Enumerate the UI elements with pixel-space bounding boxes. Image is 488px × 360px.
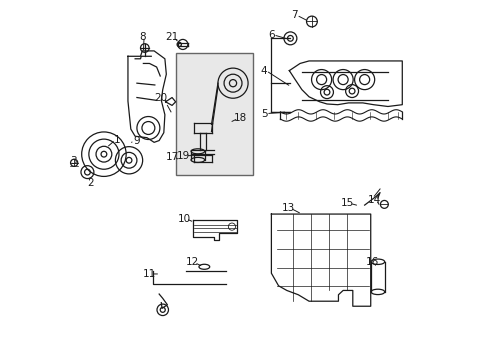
Text: 2: 2 xyxy=(87,178,94,188)
Text: 18: 18 xyxy=(233,113,246,123)
Text: 7: 7 xyxy=(291,10,297,20)
Text: 19: 19 xyxy=(177,150,190,161)
Text: 3: 3 xyxy=(70,156,76,166)
Text: 17: 17 xyxy=(165,152,178,162)
Text: 21: 21 xyxy=(165,32,178,42)
Text: 20: 20 xyxy=(154,93,167,103)
Text: 5: 5 xyxy=(261,109,267,119)
FancyBboxPatch shape xyxy=(176,53,253,175)
Text: 13: 13 xyxy=(281,203,294,213)
Text: 9: 9 xyxy=(133,136,139,145)
Text: 11: 11 xyxy=(142,269,156,279)
Text: 14: 14 xyxy=(367,195,380,205)
Text: 4: 4 xyxy=(261,66,267,76)
Text: 10: 10 xyxy=(177,214,190,224)
Text: 1: 1 xyxy=(114,135,120,145)
Text: 6: 6 xyxy=(267,30,274,40)
Text: 12: 12 xyxy=(185,257,199,267)
Text: 8: 8 xyxy=(139,32,145,41)
Text: 16: 16 xyxy=(366,257,379,267)
Text: 15: 15 xyxy=(341,198,354,208)
